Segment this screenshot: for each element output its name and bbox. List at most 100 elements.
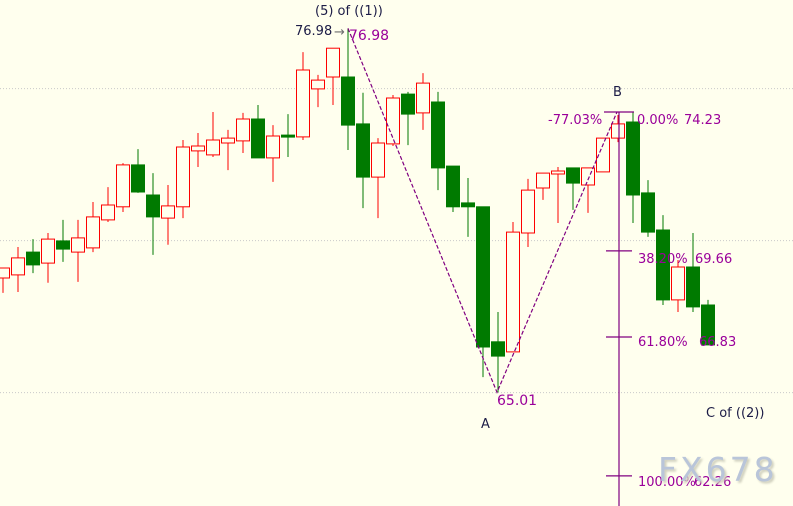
candle-down — [251, 105, 265, 159]
candle-body — [701, 304, 715, 346]
candle-down — [626, 112, 640, 223]
point-b-label: B — [613, 85, 622, 100]
candle-body — [686, 266, 700, 308]
candle-body — [611, 123, 625, 139]
candle-body — [326, 47, 340, 78]
candle-body — [101, 204, 115, 221]
fx678-watermark: FX678 — [658, 450, 778, 489]
candle-up — [11, 247, 25, 292]
candle-body — [26, 251, 40, 266]
candle-up — [266, 125, 280, 182]
candle-up — [0, 267, 10, 293]
candle-body — [446, 165, 460, 208]
candle-body — [191, 145, 205, 152]
candle-body — [131, 164, 145, 193]
candle-up — [551, 167, 565, 223]
candle-up — [86, 202, 100, 253]
candle-up — [611, 115, 625, 143]
candle-body — [236, 118, 250, 142]
candle-up — [206, 112, 220, 157]
candle-down — [356, 92, 370, 209]
candle-down — [656, 215, 670, 305]
candle-down — [431, 91, 445, 191]
candle-body — [116, 164, 130, 208]
candle-body — [506, 231, 520, 353]
candle-body — [491, 341, 505, 357]
candle-up — [536, 172, 550, 200]
candle-body — [461, 202, 475, 208]
candle-body — [431, 101, 445, 169]
candle-body — [671, 266, 685, 301]
candle-body — [341, 76, 355, 126]
fib-618-pct: 61.80% — [638, 335, 688, 350]
candles — [0, 28, 715, 393]
candle-up — [296, 52, 310, 140]
candle-up — [506, 222, 520, 353]
candle-body — [581, 167, 595, 186]
candle-body — [641, 192, 655, 233]
candle-body — [401, 93, 415, 115]
fib-100-price: 62.26 — [694, 475, 731, 490]
candle-body — [56, 240, 70, 250]
fib-0-price: 74.23 — [684, 113, 721, 128]
wave-5-label: (5) of ((1)) — [315, 4, 383, 19]
candle-body — [206, 139, 220, 156]
candle-down — [146, 173, 160, 255]
candle-body — [281, 134, 295, 138]
candle-up — [236, 112, 250, 153]
high-price: 76.98 — [349, 28, 389, 44]
candle-down — [461, 178, 475, 237]
candle-body — [266, 135, 280, 159]
candle-body — [536, 172, 550, 189]
candle-up — [371, 138, 385, 219]
candle-up — [521, 178, 535, 247]
candle-body — [596, 137, 610, 173]
candle-down — [566, 167, 580, 210]
candle-up — [116, 163, 130, 212]
candle-body — [416, 82, 430, 114]
candle-body — [386, 97, 400, 145]
candle-up — [161, 185, 175, 245]
fib-0-pct: 0.00% — [637, 113, 678, 128]
candle-body — [656, 229, 670, 301]
candle-down — [401, 91, 415, 146]
fib-382-price: 69.66 — [695, 252, 732, 267]
candle-down — [281, 114, 295, 157]
candle-body — [626, 121, 640, 196]
candle-body — [86, 216, 100, 249]
fibonacci-retracement — [604, 111, 634, 506]
candle-up — [41, 233, 55, 283]
candle-body — [476, 206, 490, 348]
fib-618-price: 66.83 — [699, 335, 736, 350]
candle-up — [101, 187, 115, 222]
candle-down — [56, 219, 70, 262]
candle-body — [11, 257, 25, 276]
candle-down — [641, 180, 655, 237]
candle-up — [71, 219, 85, 282]
fib-382-pct: 38.20% — [638, 252, 688, 267]
candle-body — [71, 237, 85, 253]
candle-down — [701, 299, 715, 346]
candle-body — [0, 267, 10, 279]
candle-down — [446, 165, 460, 212]
fib-ext-pct: -77.03% — [548, 113, 602, 128]
candle-body — [296, 69, 310, 138]
candle-up — [671, 260, 685, 312]
candle-down — [686, 233, 700, 312]
candle-body — [551, 170, 565, 175]
chart-annotations: (5) of ((1))76.98 → 76.98B-77.03% 0.00% 74.2… — [295, 4, 764, 490]
point-a-label: A — [481, 417, 490, 432]
wave-c-label: C of ((2)) — [706, 406, 764, 421]
candle-down — [26, 239, 40, 274]
candle-body — [221, 137, 235, 144]
candle-up — [176, 140, 190, 219]
candle-body — [251, 118, 265, 159]
candle-body — [161, 205, 175, 219]
zigzag-line — [347, 28, 618, 394]
candle-down — [131, 149, 145, 193]
candle-up — [386, 95, 400, 146]
candle-up — [191, 133, 205, 167]
candle-body — [146, 194, 160, 218]
